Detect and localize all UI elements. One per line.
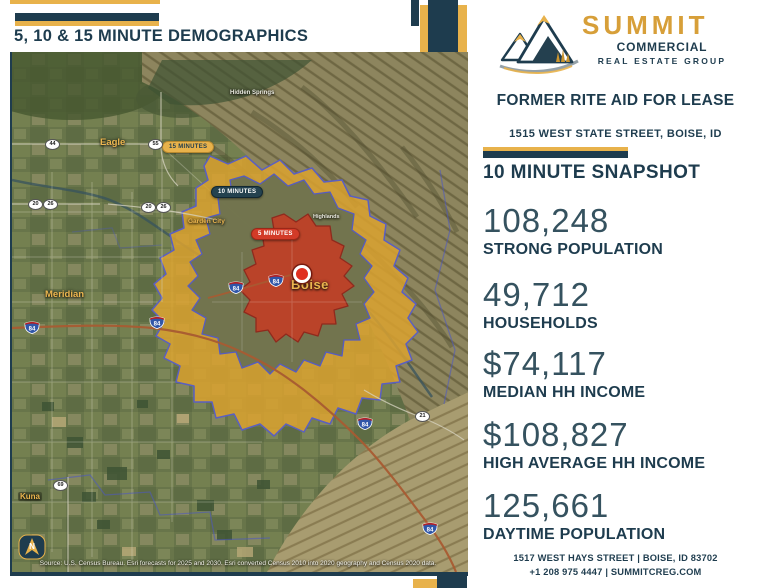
contact-footer: 1517 WEST HAYS STREET | BOISE, ID 83702 …: [470, 552, 761, 580]
drive-time-map: 15 MINUTES 10 MINUTES 5 MINUTES Hidden S…: [10, 52, 468, 572]
svg-text:84: 84: [233, 287, 240, 293]
footer-contact: +1 208 975 4447 | SUMMITCREG.COM: [529, 566, 702, 577]
title-rule-gold: [15, 21, 159, 26]
snapshot-rule-navy: [483, 151, 628, 158]
page-title: 5, 10 & 15 MINUTE DEMOGRAPHICS: [14, 27, 309, 45]
interstate-84-shield: 84: [357, 417, 373, 430]
drive-time-label-5: 5 MINUTES: [251, 228, 300, 240]
route-shield-20: 20: [141, 202, 156, 213]
interstate-84-shield: 84: [422, 522, 438, 535]
listing-headline: FORMER RITE AID FOR LEASE: [496, 92, 735, 109]
route-shield-26: 26: [43, 199, 58, 210]
route-shield-55: 55: [148, 139, 163, 150]
stat-value: 125,661: [483, 487, 610, 524]
listing-address: 1515 WEST STATE STREET, BOISE, ID: [509, 128, 722, 140]
interstate-84-shield: 84: [228, 281, 244, 294]
drive-time-label-15: 15 MINUTES: [162, 141, 215, 153]
footer-address: 1517 WEST HAYS STREET | BOISE, ID 83702: [513, 553, 718, 563]
deco-stripe: [420, 5, 428, 52]
svg-text:84: 84: [29, 327, 36, 333]
interstate-84-shield: 84: [268, 274, 284, 287]
stat-value: 49,712: [483, 276, 590, 313]
stat-value: $108,827: [483, 416, 629, 453]
place-label-meridian: Meridian: [45, 289, 85, 300]
stat-label: STRONG POPULATION: [483, 240, 663, 258]
summit-mountains-logo-icon: [499, 15, 579, 75]
place-label-garden-city: Garden City: [188, 218, 225, 225]
stat-value: $74,117: [483, 345, 607, 382]
deco-stripe: [458, 5, 467, 52]
stat-median-income: $74,117 MEDIAN HH INCOME: [483, 345, 758, 402]
place-label-eagle: Eagle: [100, 137, 126, 148]
svg-text:84: 84: [362, 423, 369, 429]
interstate-84-shield: 84: [149, 316, 165, 329]
snapshot-rule-gold: [483, 147, 628, 151]
svg-text:84: 84: [273, 280, 280, 286]
route-shield-69: 69: [53, 480, 68, 491]
svg-text:84: 84: [427, 528, 434, 534]
brand-division: COMMERCIAL: [616, 40, 708, 54]
place-label-highlands: Highlands: [313, 214, 340, 220]
route-shield-20: 20: [28, 199, 43, 210]
stat-households: 49,712 HOUSEHOLDS: [483, 276, 758, 333]
stat-average-income: $108,827 HIGH AVERAGE HH INCOME: [483, 416, 758, 473]
deco-stripe: [428, 0, 458, 52]
map-underline-bar: [10, 572, 468, 576]
map-source-note: Source: U.S. Census Bureau. Esri forecas…: [39, 560, 437, 567]
site-location-marker: [293, 265, 311, 283]
route-shield-21: 21: [415, 411, 430, 422]
north-compass-icon: N: [18, 534, 46, 560]
route-shield-44: 44: [45, 139, 60, 150]
brand-tagline: REAL ESTATE GROUP: [597, 56, 727, 66]
deco-stripe: [411, 0, 419, 26]
svg-text:84: 84: [154, 322, 161, 328]
brand-name: SUMMIT: [582, 10, 709, 40]
place-label-kuna: Kuna: [18, 492, 42, 501]
stat-label: HIGH AVERAGE HH INCOME: [483, 454, 706, 472]
deco-stripe: [437, 575, 467, 588]
stat-label: HOUSEHOLDS: [483, 314, 598, 332]
satellite-map-art: [12, 52, 468, 572]
route-shield-26: 26: [156, 202, 171, 213]
drive-time-label-10: 10 MINUTES: [211, 186, 264, 198]
stat-value: 108,248: [483, 202, 610, 239]
place-label-hidden-springs: Hidden Springs: [230, 90, 275, 96]
snapshot-title: 10 MINUTE SNAPSHOT: [483, 162, 701, 183]
title-rule-navy: [15, 13, 159, 21]
stat-daytime-population: 125,661 DAYTIME POPULATION: [483, 487, 758, 544]
stat-label: MEDIAN HH INCOME: [483, 383, 646, 401]
top-gold-strip: [10, 0, 160, 4]
deco-stripe: [413, 579, 437, 588]
stat-population: 108,248 STRONG POPULATION: [483, 202, 758, 259]
stat-label: DAYTIME POPULATION: [483, 525, 666, 543]
svg-text:N: N: [29, 542, 35, 551]
interstate-84-shield: 84: [24, 321, 40, 334]
